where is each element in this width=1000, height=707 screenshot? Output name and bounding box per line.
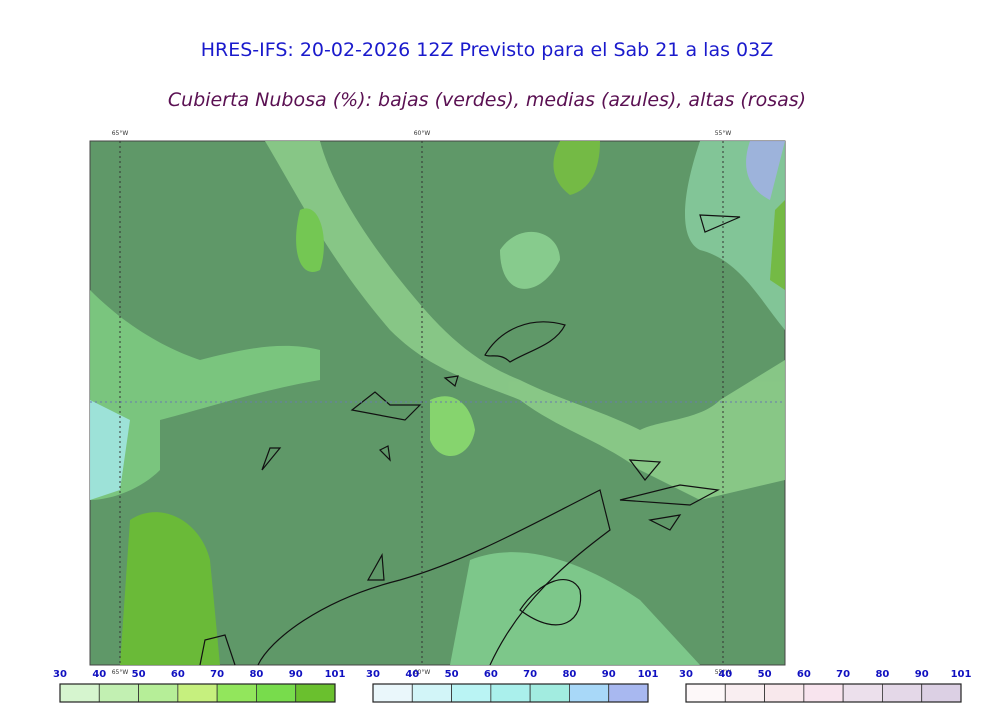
subtitle: Cubierta Nubosa (%): bajas (verdes), med… [168,89,806,111]
colorbar-frame [685,683,962,703]
longitude-label: 60°W [414,130,431,137]
colorbar-label: 60 [171,669,185,680]
colorbar-box [882,683,923,703]
colorbar-box [529,683,570,703]
colorbar-box [216,683,257,703]
cloud-areas [90,141,785,665]
colorbar-label: 60 [797,669,811,680]
longitude-label: 65°W [112,669,129,676]
colorbar-label: 90 [289,669,303,680]
colorbar-label: 101 [325,669,346,680]
colorbar-box [608,683,649,703]
colorbar-label: 80 [249,669,263,680]
colorbar-box [372,683,413,703]
colorbar-box [256,683,297,703]
colorbar-label: 90 [915,669,929,680]
colorbar-box [569,683,610,703]
colorbar-box [451,683,492,703]
colorbar-box [842,683,883,703]
colorbar-box [685,683,726,703]
colorbar-label: 30 [53,669,67,680]
colorbar-label: 101 [951,669,972,680]
colorbar-box [177,683,218,703]
colorbar-box [59,683,100,703]
colorbar-label: 90 [602,669,616,680]
colorbar-label: 60 [484,669,498,680]
colorbar-box [411,683,452,703]
title: HRES-IFS: 20-02-2026 12Z Previsto para e… [201,39,774,61]
colorbar-label: 80 [562,669,576,680]
colorbar-label: 101 [638,669,659,680]
colorbar-label: 40 [405,669,419,680]
colorbar-label: 50 [445,669,459,680]
colorbar-label: 30 [679,669,693,680]
longitude-label: 55°W [715,669,732,676]
colorbar-label: 80 [875,669,889,680]
longitude-label: 55°W [715,130,732,137]
coastlines [199,214,741,666]
colorbar-frame [59,683,336,703]
colorbar-box [295,683,336,703]
colorbar-label: 50 [132,669,146,680]
colorbar-box [138,683,179,703]
colorbar-label: 40 [718,669,732,680]
colorbar-label: 70 [210,669,224,680]
colorbar-label: 40 [92,669,106,680]
map: 65°W 60°W 55°W 65°W 60°W 55°W [89,130,786,676]
colorbar-box [98,683,139,703]
longitude-label: 65°W [112,130,129,137]
colorbar-label: 70 [836,669,850,680]
colorbar-box [921,683,962,703]
colorbar-box [764,683,805,703]
colorbar-label: 70 [523,669,537,680]
longitude-label: 60°W [414,669,431,676]
colorbar-box [490,683,531,703]
colorbar-box [724,683,765,703]
colorbar-box [803,683,844,703]
colorbar-frame [372,683,649,703]
legends: 30 40 50 60 70 80 90 101 30 40 50 60 70 80 90 101 30 40 50… [53,669,972,703]
colorbar-label: 30 [366,669,380,680]
colorbar-label: 50 [758,669,772,680]
graticule [90,141,785,665]
